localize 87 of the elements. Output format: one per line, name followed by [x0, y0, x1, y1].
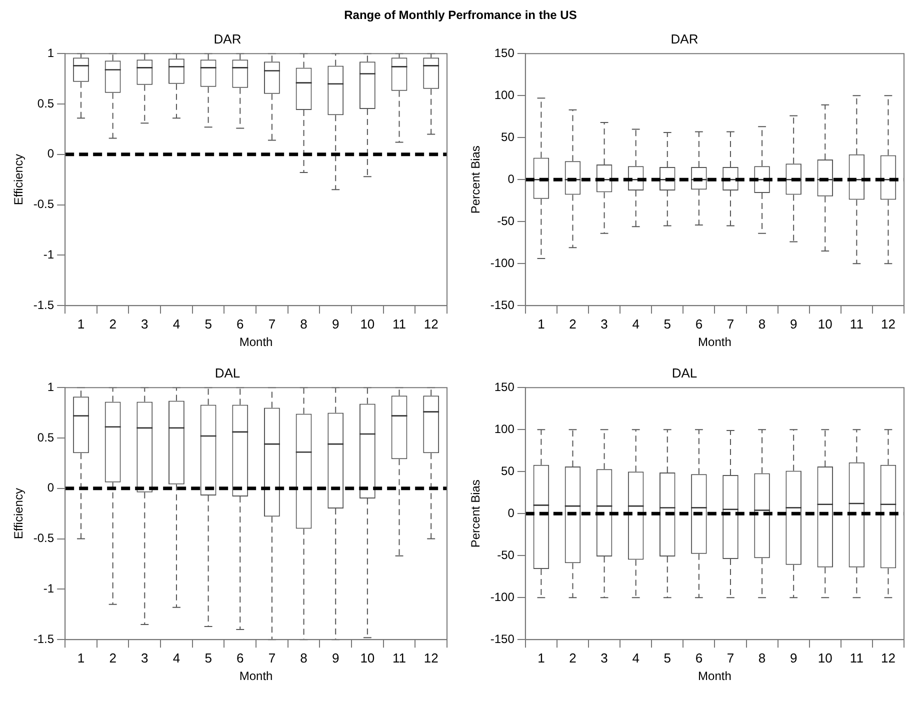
x-tick-label: 12 [424, 316, 438, 332]
x-tick-label: 11 [850, 650, 864, 666]
y-axis-title: Efficiency [12, 488, 26, 540]
x-tick-label: 10 [818, 316, 832, 332]
x-tick-label: 6 [236, 650, 244, 666]
x-tick-label: 7 [268, 316, 276, 332]
y-tick-label: 0.5 [37, 96, 54, 110]
y-tick-label: -0.5 [33, 197, 54, 212]
x-tick-label: 11 [392, 316, 406, 332]
y-axis-title: Percent Bias [468, 146, 483, 214]
y-tick-label: 1 [47, 380, 54, 394]
y-tick-label: 150 [494, 380, 515, 394]
x-axis-title: Month [698, 669, 732, 684]
y-tick-label: 50 [501, 130, 515, 144]
x-tick-label: 10 [818, 650, 832, 666]
x-tick-label: 3 [141, 316, 148, 332]
x-tick-label: 5 [664, 316, 672, 332]
y-tick-label: 150 [494, 46, 515, 60]
x-tick-label: 1 [538, 316, 545, 332]
y-tick-label: -1.5 [33, 298, 54, 312]
x-tick-label: 6 [695, 650, 703, 666]
y-tick-label: -1 [43, 248, 54, 262]
y-tick-label: 0 [47, 146, 54, 161]
x-tick-label: 12 [424, 650, 438, 666]
y-tick-label: 1 [47, 46, 54, 60]
x-tick-label: 7 [726, 650, 734, 666]
x-tick-label: 11 [850, 316, 864, 332]
x-axis-title: Month [698, 335, 732, 350]
x-tick-label: 9 [790, 316, 798, 332]
y-tick-label: -0.5 [33, 531, 54, 546]
y-tick-label: 0 [508, 506, 515, 520]
x-tick-label: 3 [141, 650, 148, 666]
x-tick-label: 8 [300, 316, 308, 332]
x-tick-label: 4 [632, 650, 640, 666]
x-tick-label: 5 [664, 650, 672, 666]
x-tick-label: 2 [569, 316, 576, 332]
x-tick-label: 3 [600, 650, 608, 666]
y-tick-label: -100 [490, 256, 515, 270]
x-tick-label: 9 [332, 650, 340, 666]
y-tick-label: -100 [490, 590, 515, 604]
x-axis-title: Month [239, 669, 273, 684]
x-tick-label: 6 [236, 316, 244, 332]
x-tick-label: 1 [77, 650, 85, 666]
x-tick-label: 1 [538, 650, 545, 666]
x-tick-label: 7 [268, 650, 276, 666]
x-tick-label: 10 [360, 316, 375, 332]
chart-title: DAR [670, 31, 698, 46]
y-tick-label: -50 [497, 214, 515, 228]
x-tick-label: 5 [204, 316, 212, 332]
y-axis-title: Percent Bias [468, 480, 483, 548]
x-tick-label: 9 [332, 316, 340, 332]
x-tick-label: 4 [172, 650, 180, 666]
x-tick-label: 5 [204, 650, 212, 666]
x-tick-label: 12 [880, 650, 896, 666]
y-tick-label: 0 [47, 480, 54, 495]
chart-title: DAL [214, 365, 240, 380]
y-tick-label: -1.5 [33, 632, 54, 646]
y-tick-label: -150 [490, 298, 515, 312]
y-tick-label: -150 [490, 632, 515, 646]
x-tick-label: 2 [109, 316, 116, 332]
x-tick-label: 8 [758, 650, 766, 666]
x-axis-title: Month [239, 335, 273, 350]
x-tick-label: 10 [360, 650, 375, 666]
y-axis-title: Efficiency [12, 154, 26, 206]
x-tick-label: 8 [300, 650, 308, 666]
x-tick-label: 3 [600, 316, 608, 332]
x-tick-label: 11 [392, 650, 406, 666]
x-tick-label: 6 [695, 316, 703, 332]
y-tick-label: -50 [497, 548, 515, 562]
chart-title: DAR [214, 31, 242, 46]
x-tick-label: 9 [790, 650, 798, 666]
x-tick-label: 2 [569, 650, 576, 666]
x-tick-label: 1 [77, 316, 85, 332]
x-tick-label: 4 [172, 316, 180, 332]
x-tick-label: 7 [726, 316, 734, 332]
text: Range of Monthly Perfromance in the US [343, 8, 578, 22]
y-tick-label: -1 [43, 582, 54, 596]
y-tick-label: 100 [494, 422, 515, 436]
y-tick-label: 0 [508, 172, 515, 186]
y-tick-label: 50 [501, 464, 515, 478]
x-tick-label: 8 [758, 316, 766, 332]
chart-title: DAL [672, 365, 698, 380]
x-tick-label: 12 [880, 316, 896, 332]
x-tick-label: 2 [109, 650, 116, 666]
y-tick-label: 100 [494, 88, 515, 102]
x-tick-label: 4 [632, 316, 640, 332]
y-tick-label: 0.5 [37, 430, 54, 444]
